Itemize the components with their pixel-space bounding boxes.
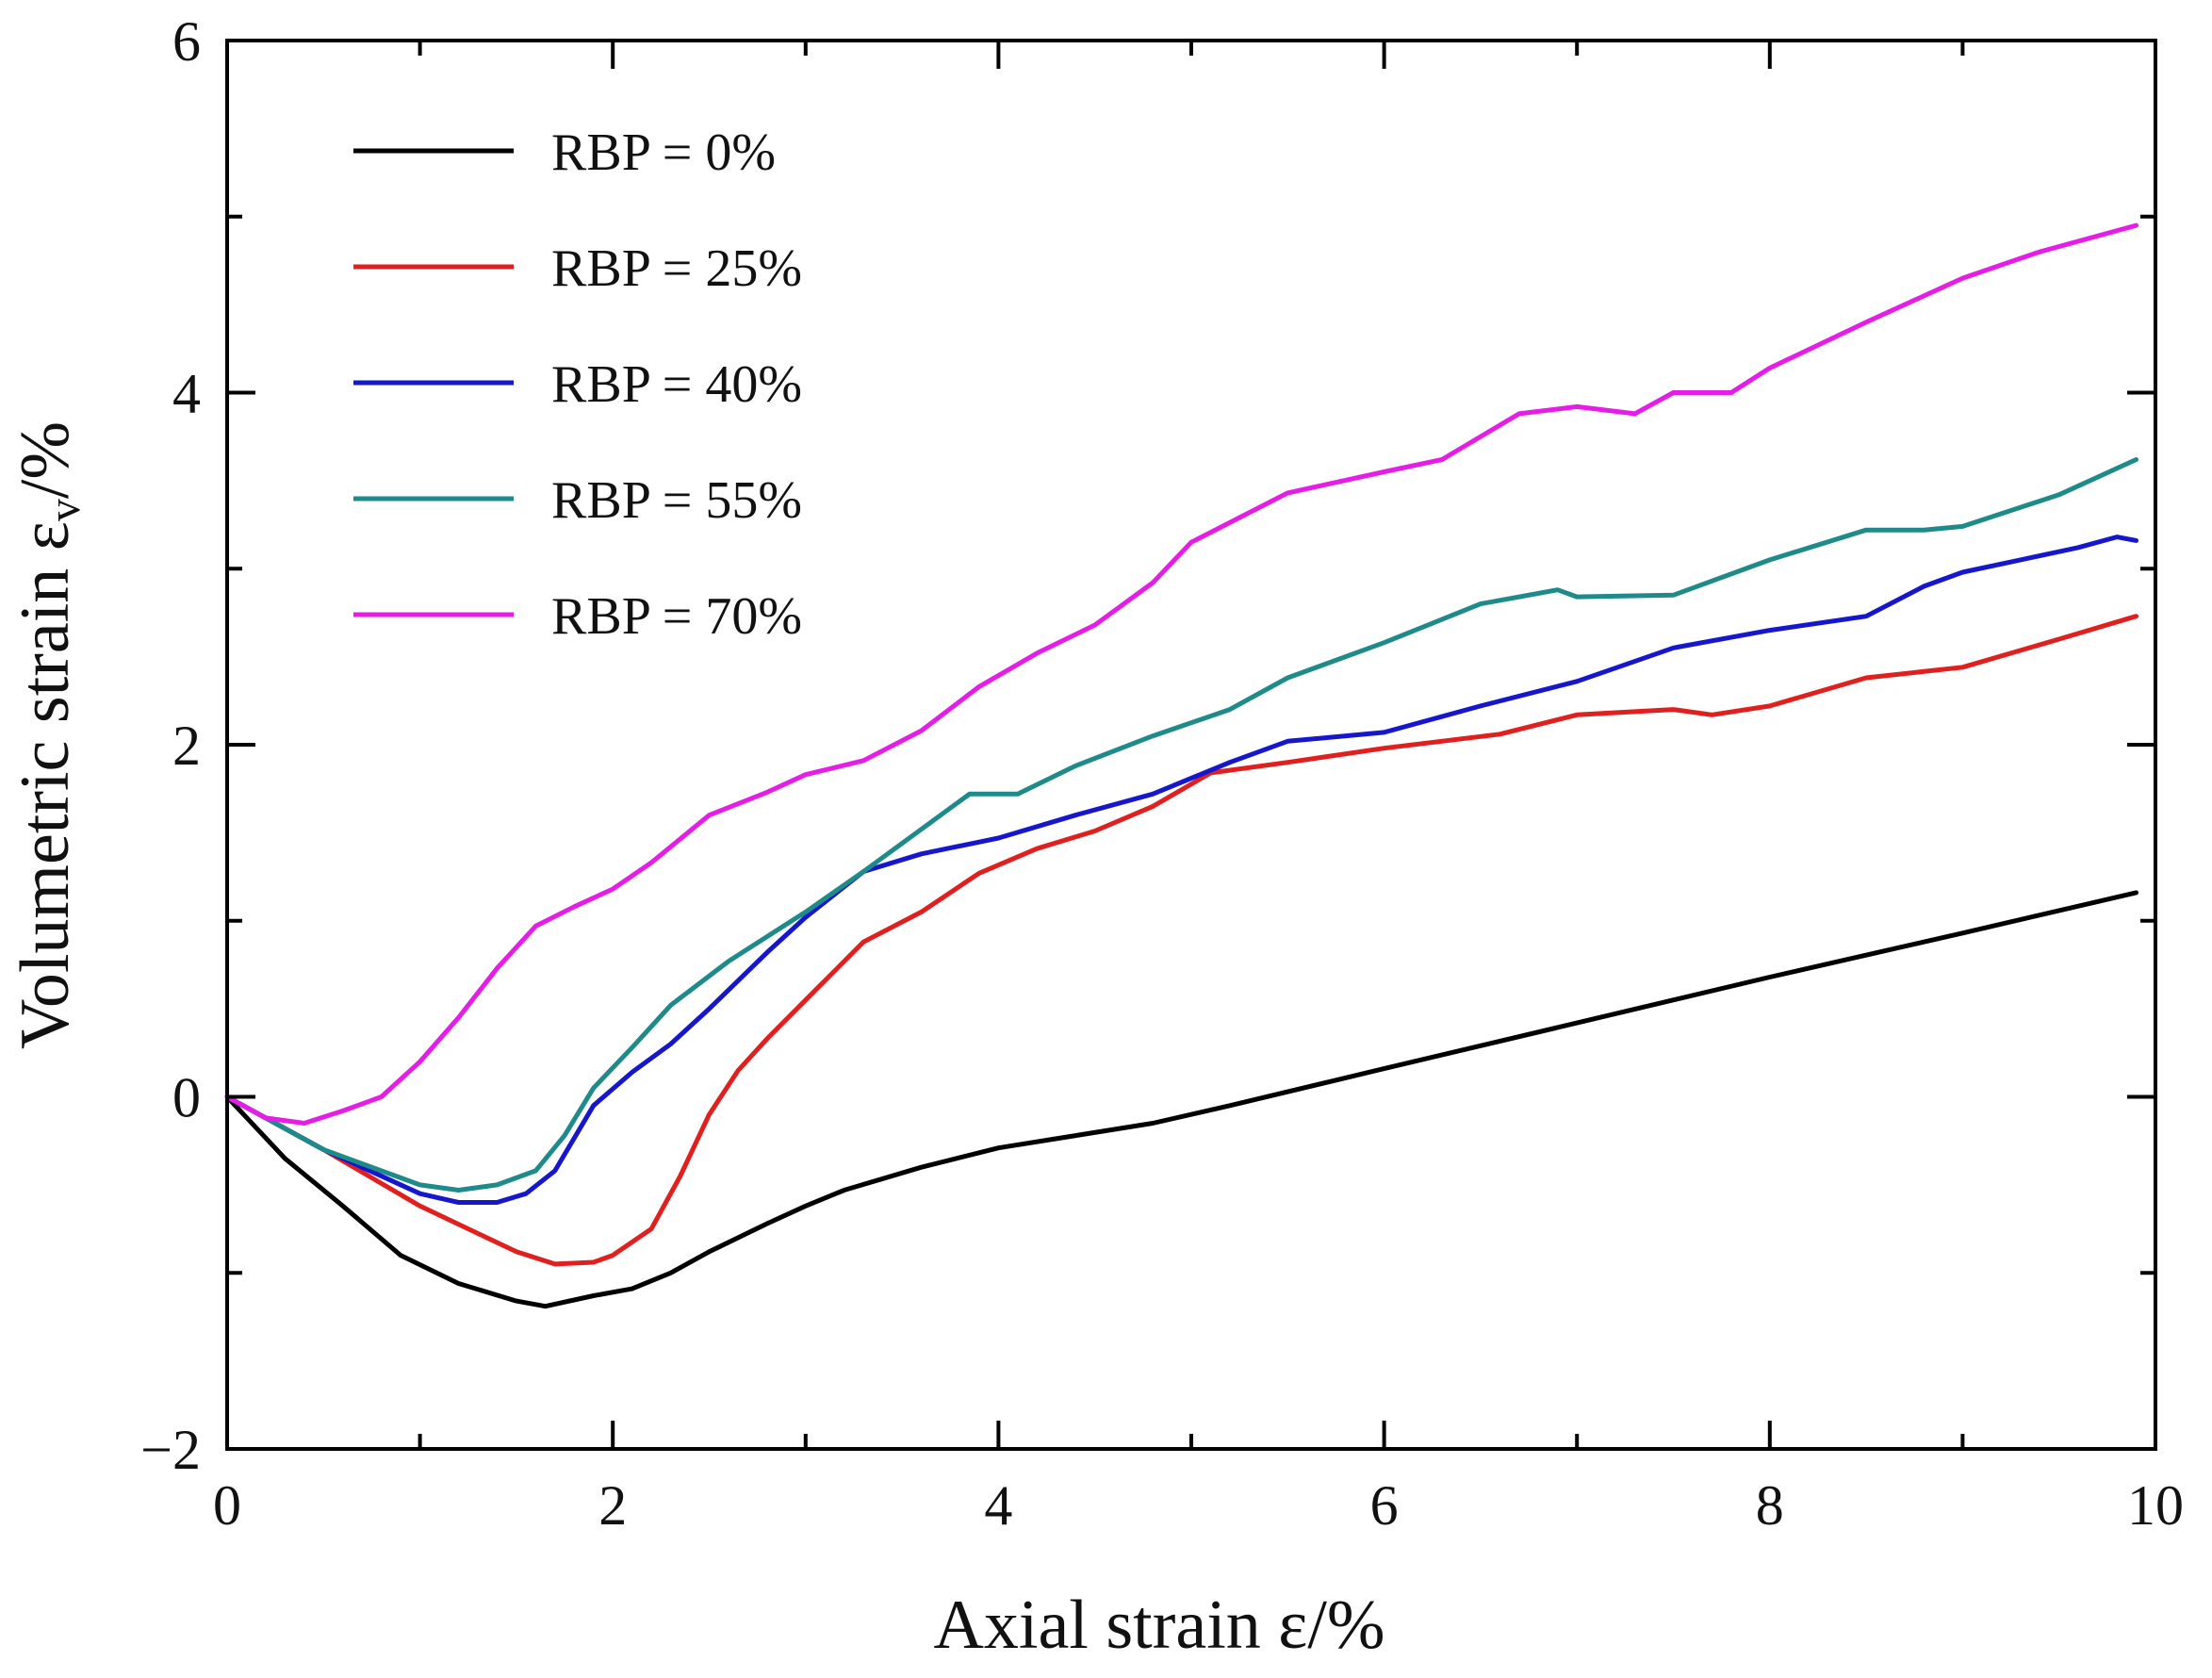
x-tick-label: 4: [984, 1474, 1012, 1537]
x-tick-label: 2: [598, 1474, 627, 1537]
series-line-2: [224, 535, 2138, 1205]
y-axis-title: Volumetric strain εv/%: [7, 421, 90, 1049]
y-tick-label: −2: [140, 1419, 201, 1481]
x-axis-title: Axial strain ε/%: [933, 1587, 1385, 1664]
legend-label-2: RBP = 40%: [551, 355, 802, 414]
series-line-0: [224, 890, 2138, 1309]
x-tick-label: 8: [1756, 1474, 1784, 1537]
y-tick-label: 6: [172, 10, 201, 73]
legend-label-0: RBP = 0%: [551, 123, 776, 182]
x-tick-label: 10: [2127, 1474, 2184, 1537]
y-axis-title-main: Volumetric strain ε: [7, 521, 84, 1049]
y-tick-label: 4: [172, 363, 201, 425]
legend-label-3: RBP = 55%: [551, 471, 802, 530]
y-axis-title-suffix: /%: [7, 421, 84, 499]
y-axis-title-subscript: v: [40, 499, 90, 521]
legend: RBP = 0% RBP = 25% RBP = 40% RBP = 55% RBP =…: [353, 123, 802, 646]
legend-label-4: RBP = 70%: [551, 587, 802, 646]
x-tick-label: 6: [1370, 1474, 1399, 1537]
series-line-3: [224, 457, 2138, 1193]
series-layer: [224, 222, 2138, 1309]
legend-label-1: RBP = 25%: [551, 239, 802, 298]
series-line-4: [224, 222, 2138, 1126]
y-tick-label: 2: [172, 715, 201, 777]
y-tick-label: 0: [172, 1067, 201, 1129]
series-line-1: [224, 614, 2138, 1267]
x-tick-label: 0: [213, 1474, 241, 1537]
